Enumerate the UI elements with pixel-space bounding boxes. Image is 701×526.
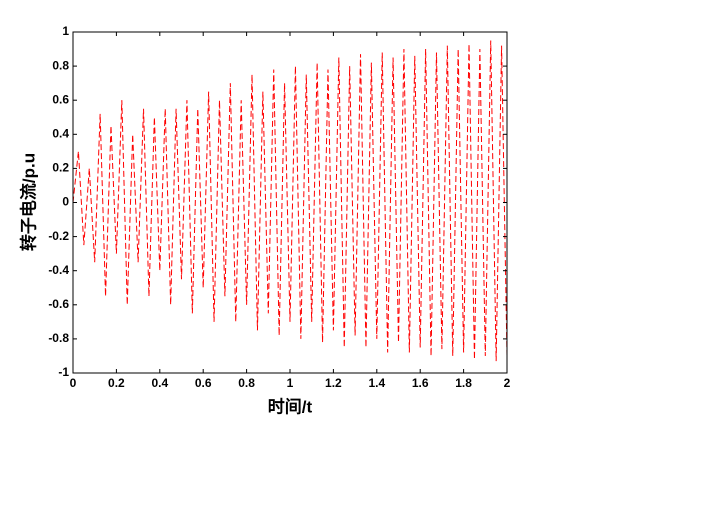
y-tick-label: 0.6: [52, 92, 69, 106]
y-tick-label: -0.6: [48, 297, 69, 311]
y-tick-label: 0.8: [52, 58, 69, 72]
y-tick-label: -1: [58, 365, 69, 379]
y-tick-label: 0: [62, 195, 69, 209]
x-tick-label: 1.8: [455, 376, 472, 390]
y-tick-label: 0.2: [52, 161, 69, 175]
y-axis-label: 转子电流/p.u: [18, 153, 38, 251]
y-tick-label: -0.4: [48, 263, 69, 277]
x-tick-label: 0.2: [108, 376, 125, 390]
x-tick-label: 0.4: [151, 376, 168, 390]
y-tick-label: 1: [62, 24, 69, 38]
x-tick-label: 0: [70, 376, 77, 390]
x-tick-label: 1: [287, 376, 294, 390]
y-tick-label: 0.4: [52, 126, 69, 140]
x-axis-label: 时间/t: [268, 396, 313, 416]
x-tick-label: 1.2: [325, 376, 342, 390]
x-tick-label: 0.6: [195, 376, 212, 390]
x-tick-label: 1.6: [412, 376, 429, 390]
y-tick-label: -0.2: [48, 229, 69, 243]
data-line: [72, 40, 508, 362]
y-tick-label: -0.8: [48, 331, 69, 345]
x-tick-label: 0.8: [238, 376, 255, 390]
x-tick-label: 2: [504, 376, 511, 390]
x-tick-label: 1.4: [368, 376, 385, 390]
